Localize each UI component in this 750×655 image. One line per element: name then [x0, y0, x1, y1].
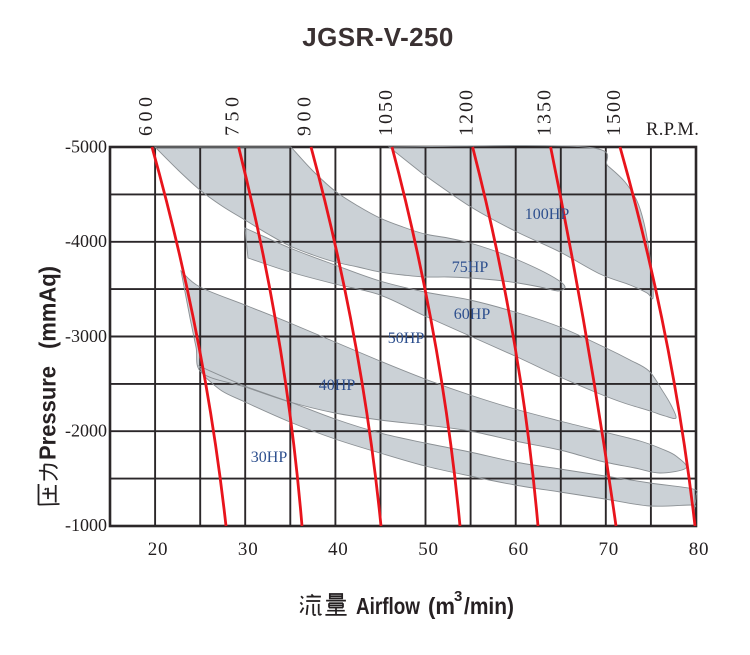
svg-text:-3000: -3000	[65, 326, 107, 346]
svg-text:50HP: 50HP	[388, 330, 425, 347]
svg-text:40HP: 40HP	[319, 377, 356, 394]
svg-text:60: 60	[508, 539, 529, 560]
svg-text:3: 3	[454, 588, 462, 605]
svg-text:R.P.M.: R.P.M.	[646, 120, 699, 140]
svg-text:-4000: -4000	[65, 231, 107, 251]
svg-text:600: 600	[135, 97, 157, 136]
svg-text:100HP: 100HP	[525, 206, 570, 223]
svg-text:Pressure: Pressure	[35, 366, 61, 460]
svg-text:750: 750	[222, 97, 244, 136]
svg-text:40: 40	[328, 539, 349, 560]
svg-text:/min): /min)	[464, 593, 514, 619]
svg-text:900: 900	[294, 97, 316, 136]
svg-text:-1000: -1000	[65, 515, 107, 535]
svg-text:20: 20	[148, 539, 169, 560]
svg-text:30: 30	[238, 539, 259, 560]
svg-text:75HP: 75HP	[452, 259, 489, 276]
svg-text:70: 70	[598, 539, 619, 560]
svg-text:-5000: -5000	[65, 137, 107, 157]
svg-text:60HP: 60HP	[454, 306, 491, 323]
svg-text:50: 50	[418, 539, 439, 560]
svg-text:80: 80	[689, 539, 710, 560]
svg-text:(mmAq): (mmAq)	[35, 266, 61, 349]
svg-text:(m: (m	[428, 593, 455, 619]
svg-text:-2000: -2000	[65, 420, 107, 440]
svg-text:JGSR-V-250: JGSR-V-250	[302, 22, 453, 52]
svg-text:Airflow: Airflow	[356, 593, 420, 619]
svg-text:30HP: 30HP	[251, 449, 288, 466]
